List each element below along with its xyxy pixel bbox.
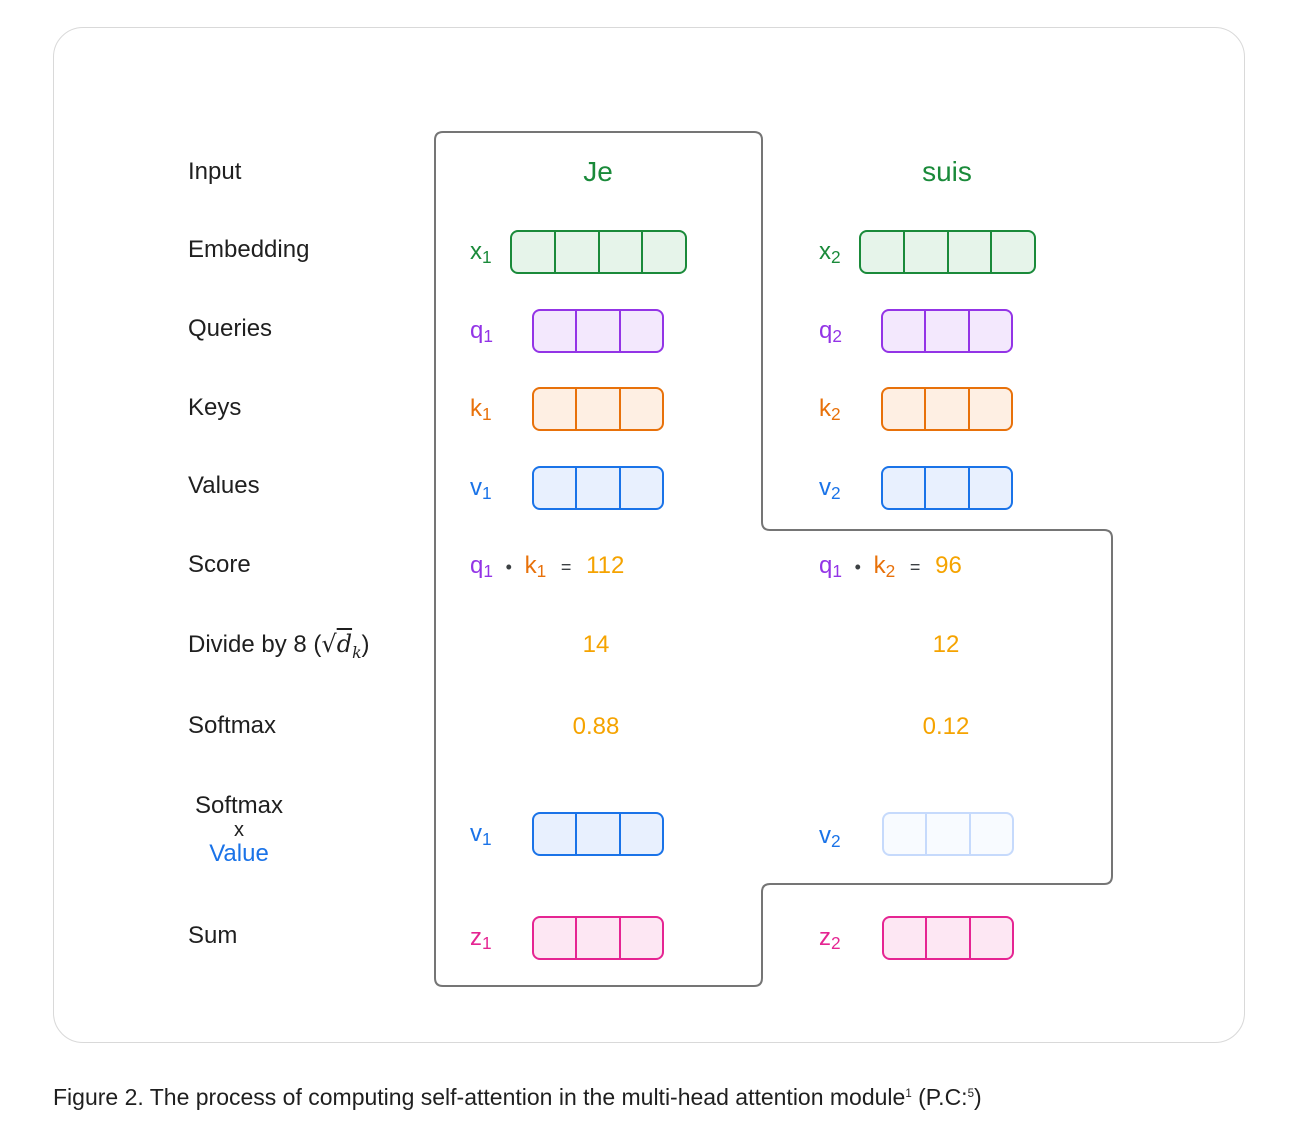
query-vector-2 [881, 309, 1013, 353]
q2-symbol: q2 [819, 317, 842, 346]
weighted-value-vector-2 [882, 812, 1014, 856]
label-softmax-value-line2: Value [209, 840, 269, 867]
score-value-1: 112 [586, 552, 625, 579]
label-divide: Divide by 8 (√dk) [188, 632, 370, 661]
query-vector-1 [532, 309, 664, 353]
q1-symbol: q1 [470, 317, 493, 346]
token-je: Je [583, 156, 613, 187]
embedding-vector-1 [510, 230, 687, 274]
weighted-value-vector-1 [532, 812, 664, 856]
caption-footnote-5: 5 [967, 1087, 974, 1100]
k1-symbol: k1 [470, 395, 492, 424]
caption-pc-close: ) [973, 1084, 982, 1110]
v2-symbol: v2 [819, 474, 841, 503]
score-expression-2: q1 • k2 = 96 [819, 552, 962, 581]
value-vector-1 [532, 466, 664, 510]
token-suis: suis [922, 156, 972, 187]
z1-symbol: z1 [470, 924, 492, 953]
caption-footnote-1: 1 [905, 1087, 912, 1100]
score-value-2: 96 [935, 552, 962, 579]
softmax-v1-symbol: v1 [470, 820, 492, 849]
key-vector-2 [881, 387, 1013, 431]
caption-text: Figure 2. The process of computing self-… [53, 1084, 906, 1110]
embedding-vector-2 [859, 230, 1036, 274]
label-sum: Sum [188, 922, 238, 949]
figure-caption: Figure 2. The process of computing self-… [53, 1084, 982, 1111]
label-softmax-value-line1: Softmax [194, 792, 284, 819]
key-vector-1 [532, 387, 664, 431]
label-input: Input [188, 158, 242, 185]
label-score: Score [188, 551, 251, 578]
label-softmax-value-x: x [234, 819, 244, 841]
softmax-value-1: 0.88 [572, 713, 620, 740]
v1-symbol: v1 [470, 474, 492, 503]
divide-text: Divide by 8 ( [188, 631, 322, 658]
divide-close: ) [361, 631, 370, 658]
label-softmax-value: Softmax x Value [188, 793, 290, 867]
value-vector-2 [881, 466, 1013, 510]
label-values: Values [188, 472, 260, 499]
divided-value-2: 12 [932, 631, 960, 658]
sqrt-symbol: √ [321, 630, 337, 658]
label-softmax: Softmax [188, 712, 277, 739]
sqrt-d: d [336, 630, 353, 658]
diagram-card [53, 27, 1245, 1043]
sqrt-k: k [352, 643, 362, 662]
label-queries: Queries [188, 315, 273, 342]
label-embedding: Embedding [188, 236, 310, 263]
label-keys: Keys [188, 394, 242, 421]
sum-vector-2 [882, 916, 1014, 960]
z2-symbol: z2 [819, 924, 841, 953]
outline-path [434, 131, 1113, 987]
score-expression-1: q1 • k1 = 112 [470, 552, 625, 581]
x1-symbol: x1 [470, 238, 492, 267]
x2-symbol: x2 [819, 238, 841, 267]
softmax-value-2: 0.12 [922, 713, 970, 740]
divided-value-1: 14 [582, 631, 610, 658]
k2-symbol: k2 [819, 395, 841, 424]
softmax-v2-symbol: v2 [819, 822, 841, 851]
sum-vector-1 [532, 916, 664, 960]
caption-pc-open: (P.C: [911, 1084, 968, 1110]
